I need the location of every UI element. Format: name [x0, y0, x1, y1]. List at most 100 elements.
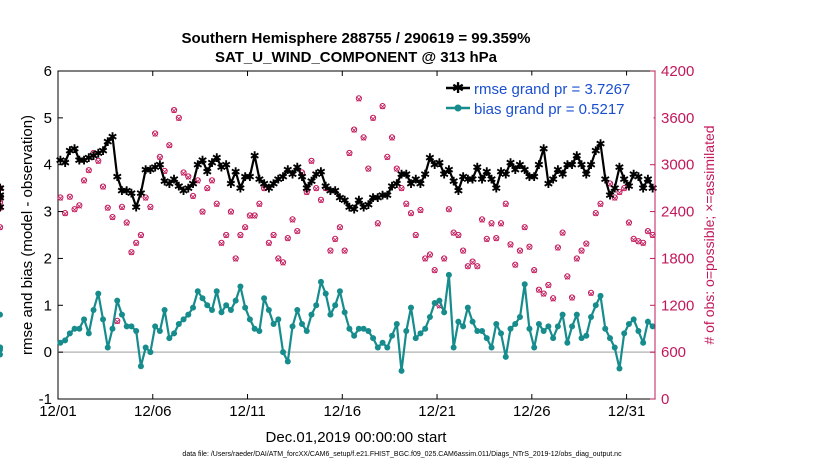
rmse-data-point: ✱	[79, 154, 89, 168]
obs-assimilated-marker: ×	[71, 206, 79, 216]
obs-possible-marker	[351, 126, 358, 133]
rmse-data-point: ✱	[449, 175, 459, 189]
obs-assimilated-marker: ×	[573, 255, 581, 265]
obs-assimilated-marker: ×	[611, 194, 619, 204]
obs-assimilated-marker: ×	[355, 95, 363, 105]
rmse-data-point: ✱	[577, 158, 587, 172]
obs-assimilated-marker: ×	[488, 220, 496, 230]
rmse-data-point: ✱	[216, 161, 226, 175]
obs-possible-marker	[464, 263, 471, 270]
obs-possible-marker	[535, 286, 543, 293]
bias-data-point	[370, 335, 377, 342]
rmse-data-point: ✱	[84, 151, 94, 165]
obs-possible-marker	[488, 220, 495, 227]
obs-possible-marker	[166, 142, 173, 149]
bias-data-point	[507, 325, 514, 332]
rmse-data-point: ✱	[581, 168, 591, 182]
y2-tick-label: 4200	[661, 63, 694, 80]
bias-data-point	[531, 344, 538, 351]
obs-assimilated-marker: ×	[147, 203, 155, 213]
obs-possible-marker	[142, 194, 149, 201]
obs-possible-marker	[156, 153, 163, 161]
bias-data-point	[0, 311, 3, 318]
obs-assimilated-marker: ×	[649, 232, 657, 242]
bias-data-point	[223, 302, 230, 309]
rmse-data-point: ✱	[633, 170, 643, 184]
rmse-data-point: ✱	[269, 177, 279, 191]
bias-data-point	[284, 358, 291, 365]
y2-axis-label: # of obs: o=possible; ×=assimilated	[701, 125, 717, 344]
obs-assimilated-marker: ×	[303, 189, 311, 199]
bias-data-point	[635, 328, 642, 335]
obs-possible-marker	[66, 193, 73, 200]
rmse-data-point: ✱	[254, 172, 264, 186]
obs-assimilated-marker: ×	[412, 232, 420, 242]
rmse-data-point: ✱	[529, 170, 539, 184]
obs-possible-marker	[208, 177, 216, 184]
y-tick-label: -1	[39, 391, 52, 408]
bias-data-point	[474, 328, 481, 335]
rmse-data-point: ✱	[354, 193, 364, 207]
rmse-data-point: ✱	[112, 170, 122, 184]
bias-data-point	[199, 295, 206, 302]
bias-data-point	[583, 332, 590, 339]
data-file-footer: data file: /Users/raeder/DAI/ATM_forcXX/…	[182, 451, 622, 458]
bias-data-point	[450, 344, 457, 351]
rmse-data-point: ✱	[344, 200, 354, 214]
obs-assimilated-marker: ×	[360, 134, 368, 144]
obs-assimilated-marker: ×	[317, 196, 325, 206]
obs-possible-marker	[99, 183, 107, 190]
rmse-data-point: ✱	[368, 191, 378, 205]
obs-possible-marker	[0, 185, 4, 192]
rmse-data-point: ✱	[373, 191, 383, 205]
bias-data-point	[242, 304, 249, 311]
bias-data-point	[166, 335, 173, 342]
x-axis-label: Dec.01,2019 00:00:00 start	[266, 429, 448, 446]
bias-data-point	[71, 325, 78, 332]
obs-possible-marker	[516, 247, 524, 254]
rmse-data-point: ✱	[548, 172, 558, 186]
obs-possible-marker	[407, 210, 415, 217]
bias-data-point	[554, 323, 561, 330]
obs-assimilated-marker: ×	[175, 114, 183, 124]
obs-possible-marker	[497, 220, 505, 227]
y2-tick-label: 3600	[661, 110, 694, 127]
obs-assimilated-marker: ×	[464, 263, 472, 273]
rmse-data-point: ✱	[136, 186, 146, 200]
bias-data-point	[76, 325, 83, 332]
legend: ✱ rmse grand pr = 3.7267 bias grand pr =…	[439, 75, 654, 120]
rmse-data-point: ✱	[207, 156, 217, 170]
bias-data-point	[280, 349, 287, 356]
obs-possible-marker	[521, 224, 528, 231]
obs-possible-marker	[417, 206, 424, 214]
rmse-data-point: ✱	[70, 142, 80, 156]
rmse-data-point: ✱	[131, 200, 141, 214]
bias-data-point	[422, 325, 429, 332]
obs-assimilated-marker: ×	[237, 232, 245, 242]
bias-data-point	[57, 339, 64, 346]
obs-assimilated-marker: ×	[421, 255, 429, 265]
obs-assimilated-marker: ×	[142, 194, 150, 204]
bias-data-point	[237, 283, 244, 290]
obs-possible-marker	[540, 290, 547, 297]
bias-data-point	[171, 330, 178, 337]
rmse-data-point: ✱	[150, 161, 160, 175]
bias-data-point	[265, 306, 272, 313]
obs-possible-marker	[374, 220, 381, 227]
y2-tick-label: 2400	[661, 204, 694, 221]
bias-data-point	[104, 344, 111, 351]
rmse-data-point: ✱	[0, 191, 5, 205]
obs-assimilated-marker: ×	[0, 194, 4, 204]
rmse-data-point: ✱	[520, 163, 530, 177]
obs-assimilated-marker: ×	[241, 224, 249, 234]
obs-possible-marker	[469, 258, 476, 265]
rmse-data-point: ✱	[515, 158, 525, 172]
obs-assimilated-marker: ×	[0, 199, 4, 209]
obs-assimilated-marker: ×	[118, 203, 126, 213]
rmse-data-point: ✱	[363, 198, 373, 212]
bias-data-point	[95, 290, 102, 297]
obs-possible-marker	[137, 231, 145, 239]
rmse-data-point: ✱	[245, 170, 255, 184]
obs-possible-marker	[388, 134, 396, 141]
y-tick-label: 6	[44, 63, 52, 80]
